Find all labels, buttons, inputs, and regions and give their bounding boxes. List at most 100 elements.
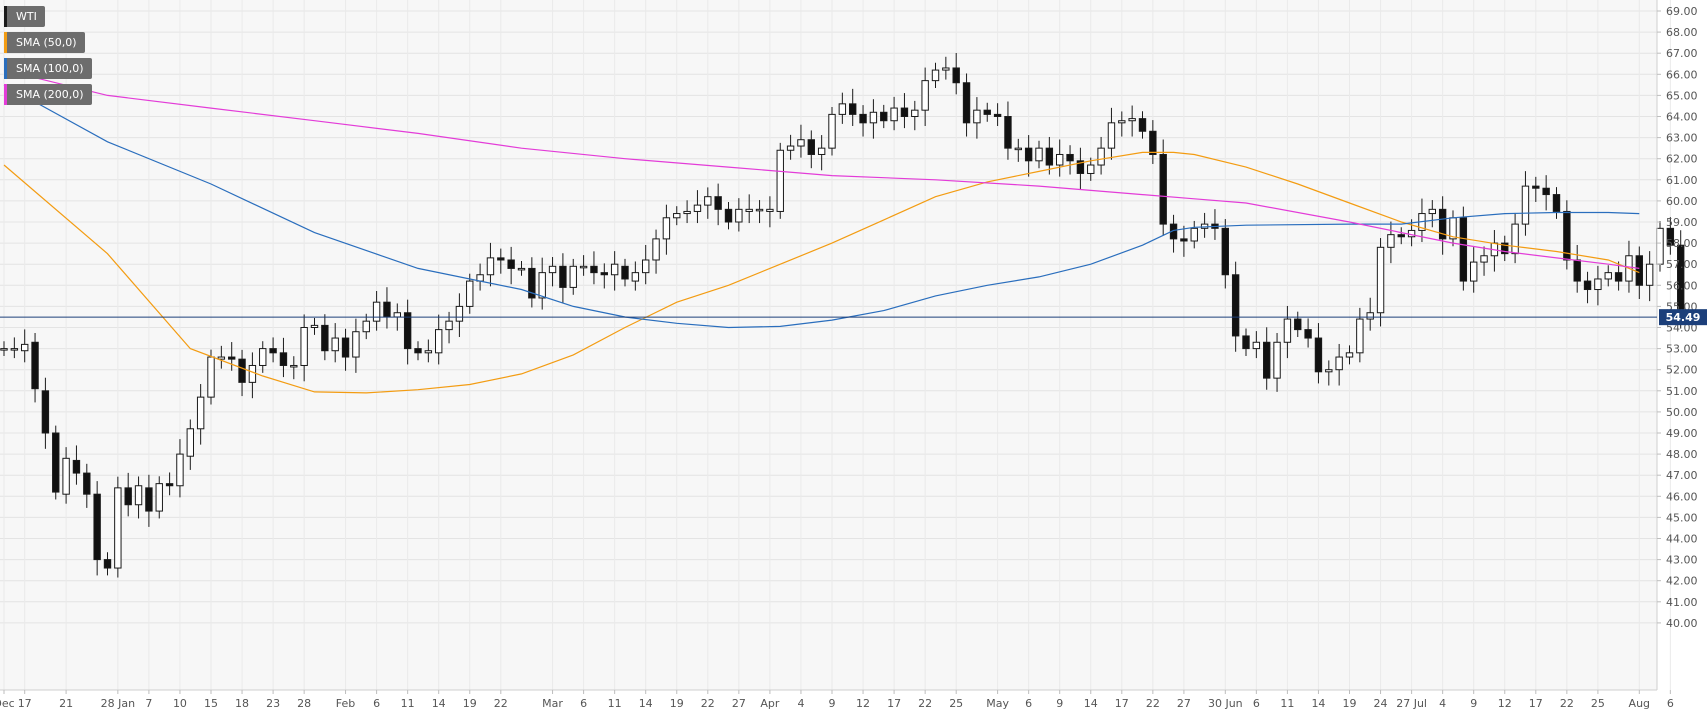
x-tick-label: 9 [1470, 697, 1477, 710]
candle-body [900, 107, 909, 117]
candle-body [21, 343, 29, 352]
x-tick-label: 14 [1084, 697, 1098, 710]
candle-body [1366, 312, 1374, 320]
candle-body [10, 348, 19, 351]
candle-body [1242, 335, 1250, 350]
legend-item-wti[interactable]: WTI [4, 6, 45, 27]
candle-body [1356, 318, 1364, 354]
sma-line-1 [3, 84, 1640, 329]
legend-item-sma-100[interactable]: SMA (100,0) [4, 58, 92, 79]
y-tick-label: 57.00 [1666, 258, 1698, 271]
candle-body [155, 483, 163, 512]
sma-lines [3, 69, 1640, 394]
x-tick-label: 4 [797, 697, 804, 710]
sma-line-0 [3, 151, 1640, 394]
x-tick-label: 15 [204, 697, 218, 710]
legend-label-sma-200: SMA (200,0) [16, 88, 84, 101]
y-tick-label: 60.00 [1666, 195, 1698, 208]
candle-body [1345, 352, 1354, 358]
legend-item-sma-200[interactable]: SMA (200,0) [4, 84, 92, 105]
candle-body [1190, 227, 1198, 242]
candle-body [486, 257, 495, 276]
legend-label-sma-100: SMA (100,0) [16, 62, 84, 75]
y-axis-ticks: 40.00 41.00 42.00 43.00 44.00 45.00 46.00 47.00… [1657, 5, 1698, 630]
candle-body [196, 396, 205, 430]
legend-label-sma-50: SMA (50,0) [16, 36, 77, 49]
candle-body [776, 149, 784, 212]
candle-body [683, 210, 691, 215]
candle-body [652, 238, 660, 261]
candle-body [1407, 229, 1416, 238]
candle-body [600, 272, 608, 276]
y-tick-label: 48.00 [1666, 448, 1698, 461]
candle-body [1180, 238, 1188, 242]
candle-body [1563, 210, 1571, 261]
candle-body [859, 113, 867, 124]
candle-body [83, 472, 91, 495]
candle-body [569, 265, 577, 288]
candle-body [217, 356, 226, 360]
x-tick-label: 19 [1343, 697, 1357, 710]
legend-item-sma-50[interactable]: SMA (50,0) [4, 32, 85, 53]
last-price-marker: 54.49 [0, 309, 1707, 326]
candle-body [362, 320, 370, 333]
candle-body [1438, 208, 1447, 240]
x-tick-label: 6 [1667, 697, 1674, 710]
candle-body [124, 487, 132, 506]
candle-body [1614, 272, 1623, 282]
candle-body [352, 331, 360, 358]
x-tick-label: Mar [542, 697, 563, 710]
candle-body [414, 348, 422, 354]
x-tick-label: 11 [401, 697, 415, 710]
candle-body [673, 213, 681, 219]
legend-swatch-sma-200 [4, 84, 7, 105]
x-tick-label: Dec [0, 697, 15, 710]
candle-body [1138, 118, 1147, 132]
candle-body [1521, 185, 1530, 225]
candle-body [590, 265, 598, 274]
candle-body [1532, 185, 1540, 189]
y-tick-label: 58.00 [1666, 237, 1698, 250]
y-tick-label: 67.00 [1666, 47, 1698, 60]
x-tick-label: 17 [887, 697, 901, 710]
candle-body [704, 196, 712, 206]
candle-body [911, 109, 919, 117]
x-tick-label: 6 [373, 697, 380, 710]
candle-body [331, 337, 339, 352]
candle-body [1066, 153, 1074, 162]
candle-body [1552, 194, 1561, 212]
candle-body [1056, 153, 1064, 166]
candle-body [1594, 278, 1602, 291]
candle-body [455, 305, 464, 322]
candle-body [1263, 341, 1271, 379]
candles [0, 52, 1685, 578]
y-tick-label: 41.00 [1666, 596, 1698, 609]
candle-body [828, 113, 836, 149]
candle-body [662, 217, 671, 240]
y-tick-label: 65.00 [1666, 89, 1698, 102]
legend-swatch-sma-100 [4, 58, 7, 79]
candle-body [1428, 208, 1436, 215]
x-tick-label: 22 [1560, 697, 1574, 710]
candle-body [466, 280, 474, 307]
candle-body [786, 145, 795, 151]
candle-body [880, 111, 888, 122]
x-tick-label: 14 [1311, 697, 1325, 710]
candle-body [1231, 274, 1240, 337]
x-tick-label: 22 [1146, 697, 1160, 710]
candle-body [93, 493, 101, 561]
x-axis-ticks: Dec172128 Jan71015182328Feb611141922Mar6… [0, 690, 1674, 710]
y-tick-label: 42.00 [1666, 575, 1698, 588]
candle-body [114, 487, 122, 569]
x-tick-label: 18 [235, 697, 249, 710]
candle-body [890, 107, 898, 122]
candle-body [165, 483, 174, 487]
x-tick-label: 14 [639, 697, 653, 710]
candle-body [1014, 147, 1022, 151]
candle-body [559, 265, 567, 288]
candle-body [1325, 369, 1333, 373]
candle-body [528, 267, 536, 299]
y-tick-label: 51.00 [1666, 385, 1698, 398]
x-tick-label: 11 [608, 697, 622, 710]
